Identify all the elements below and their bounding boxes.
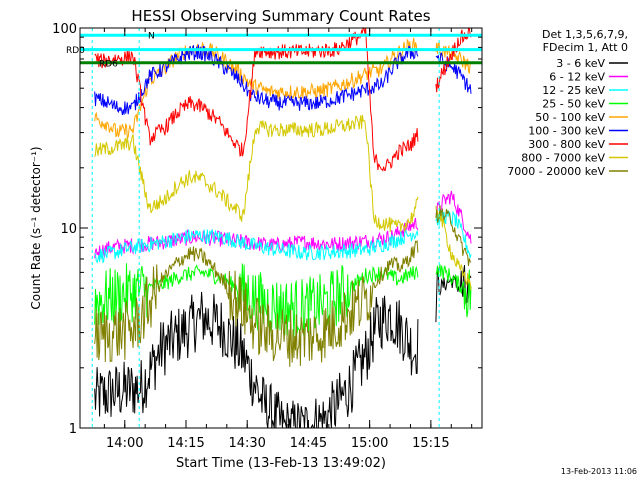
y-tick-label: 1: [69, 422, 77, 437]
legend-label-6-12-kev: 6 - 12 keV: [549, 71, 605, 84]
x-tick-label: 14:00: [106, 436, 143, 451]
y-tick-label: 100: [52, 22, 77, 37]
legend-label-800-7000-kev: 800 - 7000 keV: [521, 152, 605, 165]
x-tick-label: 15:00: [351, 436, 388, 451]
flag-label-rd6: RD6: [99, 59, 118, 69]
flag-label-rd0: RD0: [66, 46, 85, 56]
legend-header-line: Det 1,3,5,6,7,9,: [542, 28, 628, 41]
legend-label-7000-20000-kev: 7000 - 20000 keV: [507, 165, 605, 178]
flag-label-n: N: [148, 32, 155, 42]
series-line-800-7000-kev: [94, 114, 472, 290]
x-tick-label: 14:45: [290, 436, 327, 451]
legend: Det 1,3,5,6,7,9,FDecim 1, Att 0 3 - 6 keV…: [507, 28, 628, 178]
y-axis-label: Count Rate (s⁻¹ detector⁻¹): [29, 146, 43, 309]
legend-label-300-800-kev: 300 - 800 keV: [528, 138, 605, 151]
legend-label-3-6-kev: 3 - 6 keV: [556, 57, 605, 70]
y-tick-label: 10: [60, 222, 77, 237]
series-line-3-6-kev: [94, 265, 472, 429]
axes-group: 14:00 14:15 14:30 14:45 15:00 15:15 1 10 100: [52, 22, 482, 451]
legend-label-50-100-kev: 50 - 100 keV: [535, 111, 605, 124]
plot-series-group: [91, 26, 472, 429]
flag-bars-group: RD0 N RD6: [66, 32, 482, 69]
legend-label-100-300-kev: 100 - 300 keV: [528, 125, 605, 138]
chart-title: HESSI Observing Summary Count Rates: [131, 7, 430, 25]
x-tick-label: 15:15: [412, 436, 449, 451]
legend-header-line: FDecim 1, Att 0: [543, 41, 628, 54]
x-tick-label: 14:30: [228, 436, 265, 451]
legend-label-25-50-kev: 25 - 50 keV: [542, 98, 605, 111]
legend-label-12-25-kev: 12 - 25 keV: [542, 84, 605, 97]
series-line-7000-20000-kev: [94, 205, 472, 367]
x-axis-label: Start Time (13-Feb-13 13:49:02): [176, 456, 386, 471]
x-tick-label: 14:15: [167, 436, 204, 451]
series-line-100-300-kev: [94, 44, 472, 115]
footer-date-stamp: 13-Feb-2013 11:06: [561, 467, 637, 476]
